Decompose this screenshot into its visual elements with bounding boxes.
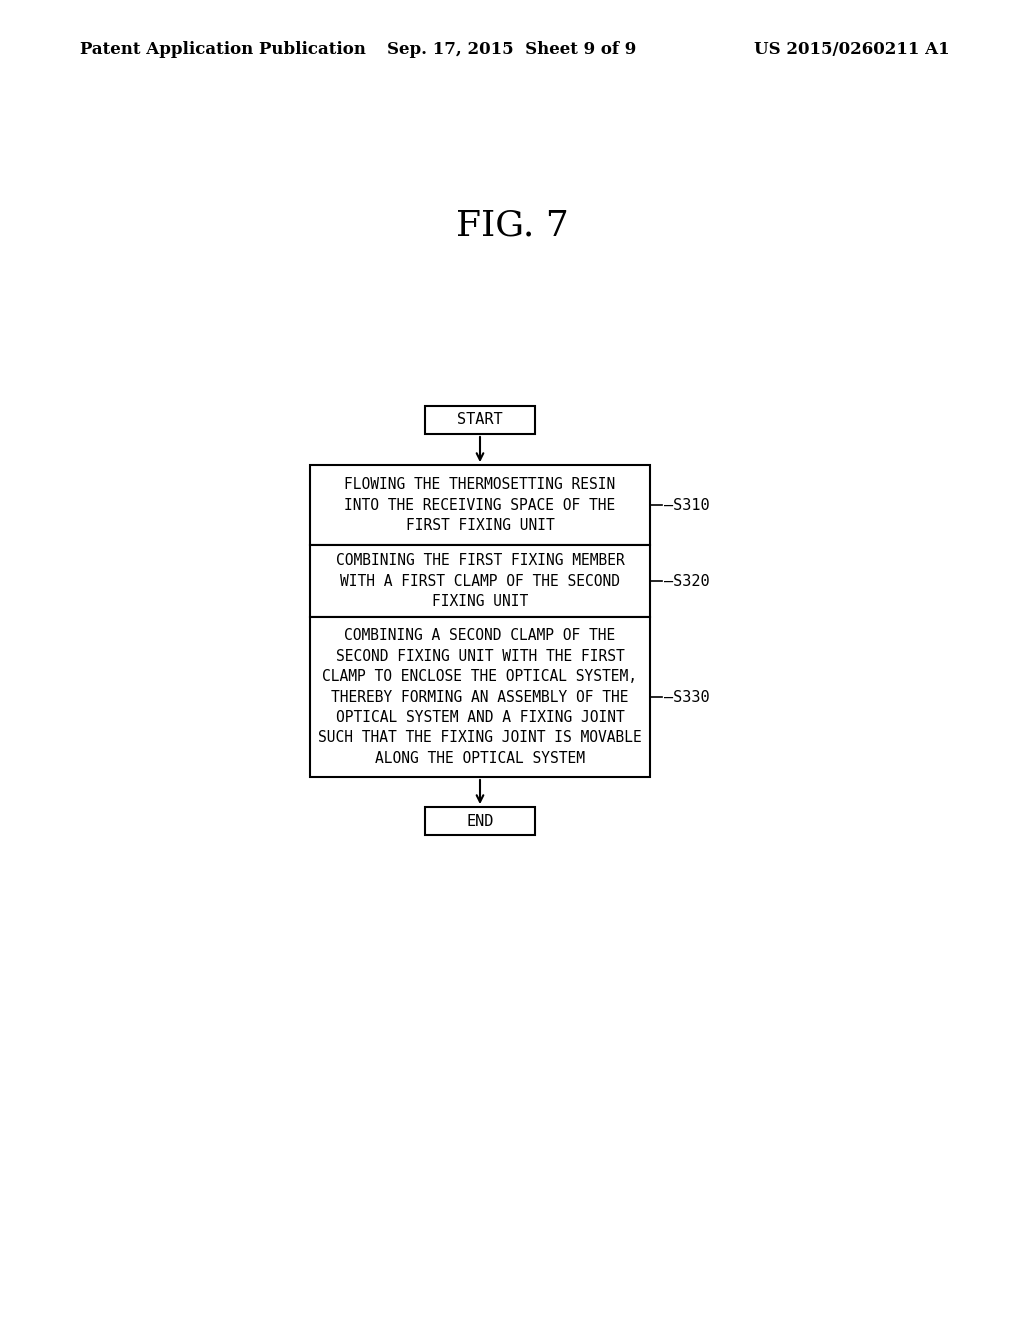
FancyBboxPatch shape — [425, 807, 535, 836]
FancyBboxPatch shape — [310, 465, 650, 545]
Text: US 2015/0260211 A1: US 2015/0260211 A1 — [755, 41, 950, 58]
Text: FLOWING THE THERMOSETTING RESIN
INTO THE RECEIVING SPACE OF THE
FIRST FIXING UNI: FLOWING THE THERMOSETTING RESIN INTO THE… — [344, 477, 615, 533]
FancyBboxPatch shape — [310, 616, 650, 777]
Text: START: START — [457, 412, 503, 428]
Text: COMBINING A SECOND CLAMP OF THE
SECOND FIXING UNIT WITH THE FIRST
CLAMP TO ENCLO: COMBINING A SECOND CLAMP OF THE SECOND F… — [318, 628, 642, 766]
Text: FIG. 7: FIG. 7 — [456, 209, 568, 242]
Text: END: END — [466, 813, 494, 829]
Text: Patent Application Publication: Patent Application Publication — [80, 41, 366, 58]
Text: —S330: —S330 — [664, 689, 710, 705]
Text: COMBINING THE FIRST FIXING MEMBER
WITH A FIRST CLAMP OF THE SECOND
FIXING UNIT: COMBINING THE FIRST FIXING MEMBER WITH A… — [336, 553, 625, 609]
FancyBboxPatch shape — [310, 545, 650, 616]
FancyBboxPatch shape — [425, 407, 535, 434]
Text: —S310: —S310 — [664, 498, 710, 512]
Text: —S320: —S320 — [664, 573, 710, 589]
Text: Sep. 17, 2015  Sheet 9 of 9: Sep. 17, 2015 Sheet 9 of 9 — [387, 41, 637, 58]
